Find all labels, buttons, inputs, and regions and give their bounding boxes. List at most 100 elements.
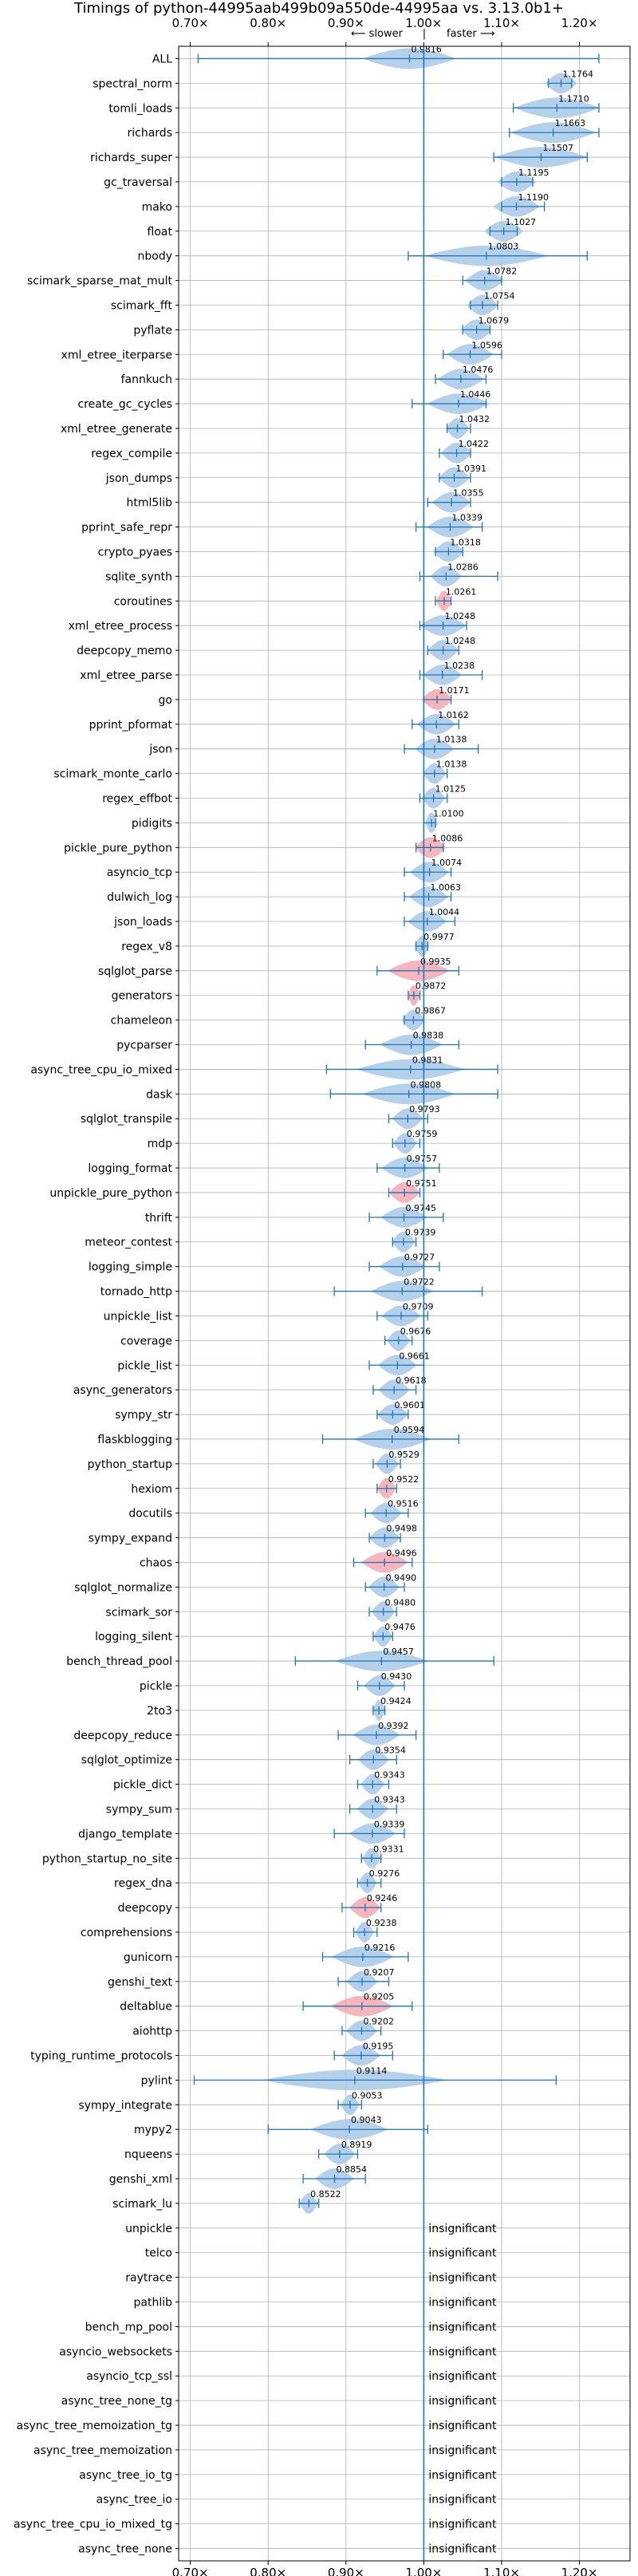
benchmark-label: dask (146, 1088, 173, 1101)
benchmark-label: async_tree_none (78, 2543, 172, 2556)
value-label: 1.0679 (478, 315, 510, 325)
insignificant-label: insignificant (428, 2321, 497, 2333)
value-label: 1.0286 (447, 562, 478, 572)
value-label: 0.9838 (413, 1031, 444, 1041)
top-tick-label: 0.90× (328, 16, 364, 30)
benchmark-label: xml_etree_generate (61, 423, 172, 436)
value-label: 1.0339 (451, 513, 482, 523)
insignificant-label: insignificant (428, 2370, 497, 2383)
benchmark-label: pycparser (116, 1039, 172, 1052)
top-tick-label: 1.20× (561, 16, 598, 30)
top-tick-label: 0.70× (172, 16, 209, 30)
benchmark-label: python_startup_no_site (42, 1852, 172, 1865)
top-tick-label: 1.00× (405, 16, 442, 30)
benchmark-label: 2to3 (147, 1705, 172, 1718)
value-label: 1.0261 (446, 586, 477, 597)
value-label: 0.9751 (406, 1178, 437, 1189)
benchmark-label: async_generators (73, 1384, 172, 1397)
benchmark-label: raytrace (125, 2272, 172, 2285)
benchmark-label: sympy_expand (89, 1533, 172, 1545)
insignificant-label: insignificant (428, 2223, 497, 2235)
top-tick-label: 1.10× (483, 16, 520, 30)
value-label: 1.0125 (435, 784, 467, 795)
value-label: 1.0596 (472, 340, 503, 350)
benchmark-label: asyncio_tcp (107, 866, 172, 879)
benchmark-label: pickle_dict (113, 1779, 173, 1792)
insignificant-label: insignificant (428, 2272, 497, 2285)
value-label: 1.1507 (542, 143, 573, 153)
value-label: 0.9490 (386, 1572, 416, 1583)
direction-slower: ⟵ slower (351, 28, 404, 40)
value-label: 0.9977 (423, 932, 455, 942)
value-label: 0.9430 (381, 1671, 412, 1682)
value-label: 0.9498 (386, 1524, 417, 1534)
value-label: 0.9618 (396, 1375, 427, 1386)
top-x-axis: 0.70× 0.80× 0.90× 1.00× 1.10× 1.20× (172, 16, 598, 46)
benchmark-label: pidigits (132, 817, 172, 830)
benchmark-label: sympy_str (115, 1409, 172, 1422)
benchmark-label: pylint (141, 2074, 173, 2087)
benchmark-label: richards (128, 127, 173, 140)
insignificant-label: insignificant (428, 2420, 497, 2432)
value-label: 0.9872 (415, 981, 447, 992)
benchmark-label: flaskblogging (97, 1434, 172, 1446)
value-label: 0.9339 (374, 1819, 405, 1829)
benchmark-label: coverage (120, 1335, 172, 1347)
benchmark-label: async_tree_memoization_tg (17, 2420, 172, 2432)
benchmark-label: asyncio_websockets (59, 2345, 172, 2358)
benchmark-label: nbody (138, 250, 173, 263)
value-label: 1.0138 (436, 735, 467, 745)
insignificant-label: insignificant (428, 2247, 497, 2260)
benchmark-label: regex_dna (114, 1877, 172, 1890)
value-label: 0.9496 (386, 1548, 417, 1558)
value-label: 0.8919 (341, 2140, 372, 2150)
value-label: 0.9276 (369, 1868, 400, 1879)
benchmark-label: async_tree_io_tg (79, 2469, 172, 2482)
benchmark-label: crypto_pyaes (98, 546, 172, 558)
value-label: 1.0782 (486, 266, 518, 277)
value-label: 1.0162 (438, 710, 469, 720)
benchmark-label: float (148, 226, 173, 239)
bottom-tick-label: 0.90× (328, 2566, 364, 2576)
value-label: 0.9831 (412, 1055, 443, 1065)
benchmark-label: gunicorn (124, 1951, 172, 1964)
benchmark-label: mypy2 (134, 2124, 172, 2136)
value-label: 0.9516 (388, 1499, 418, 1509)
benchmark-label: scimark_sor (105, 1606, 172, 1619)
value-label: 1.1764 (563, 69, 594, 79)
value-label: 0.9331 (373, 1844, 404, 1854)
value-label: 1.0248 (445, 636, 476, 646)
benchmark-label: scimark_fft (111, 299, 173, 312)
benchmark-label: sympy_sum (106, 1803, 172, 1816)
value-label: 0.9594 (394, 1425, 425, 1435)
value-label: 0.9793 (409, 1104, 440, 1114)
benchmark-label: tomli_loads (108, 102, 172, 115)
value-label: 1.0086 (432, 833, 463, 843)
insignificant-label: insignificant (428, 2469, 497, 2482)
bottom-tick-label: 0.80× (250, 2566, 286, 2576)
benchmark-label: pathlib (134, 2297, 173, 2310)
benchmark-label: python_startup (88, 1458, 172, 1471)
benchmark-label: thrift (145, 1212, 173, 1225)
chart-title: Timings of python-44995aab499b09a550de-4… (73, 0, 564, 17)
benchmark-label: xml_etree_process (69, 620, 172, 633)
value-label: 0.9739 (405, 1228, 435, 1238)
value-label: 1.0044 (429, 907, 460, 917)
benchmark-label: xml_etree_iterparse (61, 349, 172, 361)
insignificant-label: insignificant (428, 2494, 497, 2507)
value-label: 0.9343 (374, 1770, 405, 1781)
benchmark-label: hexiom (131, 1483, 172, 1496)
value-label: 0.9424 (380, 1696, 412, 1706)
benchmark-label: pickle_list (117, 1359, 172, 1372)
benchmark-label: async_tree_none_tg (61, 2395, 172, 2408)
benchmark-label: generators (112, 990, 172, 1003)
value-label: 1.0063 (431, 882, 462, 893)
benchmark-label: bench_mp_pool (85, 2321, 172, 2333)
value-label: 1.0355 (453, 488, 484, 499)
value-label: 0.9757 (407, 1154, 438, 1164)
value-label: 0.9601 (394, 1400, 425, 1410)
benchmark-label: asyncio_tcp_ssl (86, 2370, 172, 2383)
benchmark-label: sqlglot_normalize (74, 1581, 172, 1594)
value-label: 1.0446 (460, 389, 491, 400)
benchmark-label: regex_effbot (102, 793, 172, 806)
